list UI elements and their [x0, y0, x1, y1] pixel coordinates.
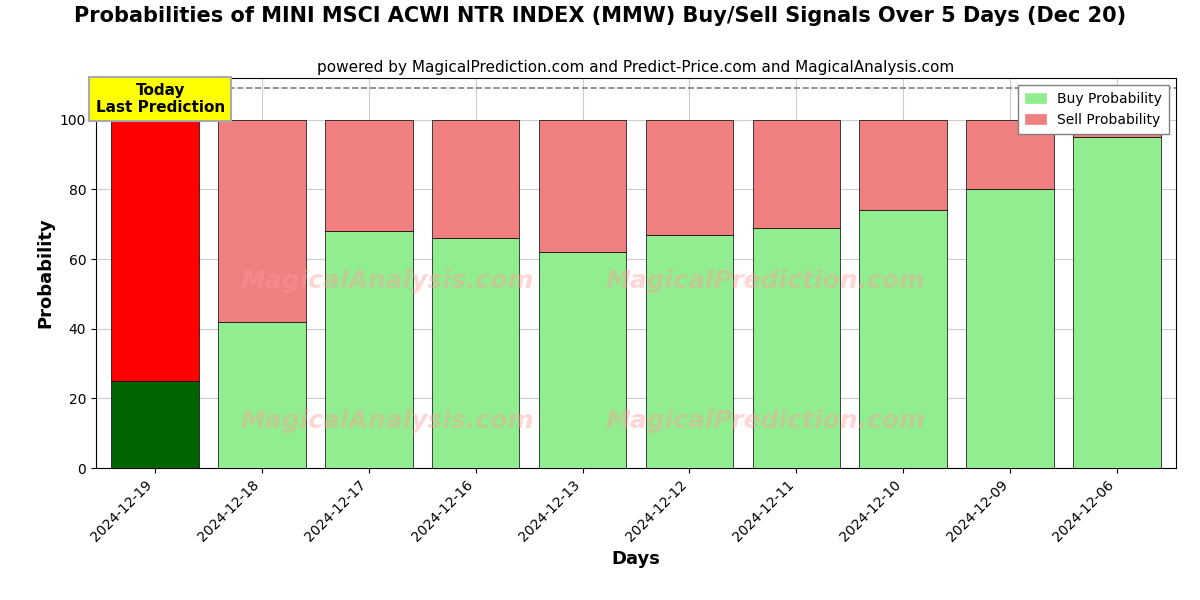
- Bar: [218, 120, 306, 322]
- Text: Today
Last Prediction: Today Last Prediction: [96, 83, 224, 115]
- Bar: [1073, 120, 1162, 137]
- Bar: [432, 238, 520, 468]
- Text: MagicalPrediction.com: MagicalPrediction.com: [606, 269, 925, 293]
- Bar: [646, 120, 733, 235]
- Y-axis label: Probability: Probability: [36, 218, 54, 328]
- X-axis label: Days: Days: [612, 550, 660, 568]
- Text: MagicalPrediction.com: MagicalPrediction.com: [606, 409, 925, 433]
- Bar: [752, 228, 840, 468]
- Bar: [539, 252, 626, 468]
- Bar: [218, 322, 306, 468]
- Bar: [966, 190, 1054, 468]
- Bar: [646, 235, 733, 468]
- Bar: [325, 231, 413, 468]
- Bar: [752, 120, 840, 228]
- Bar: [859, 211, 947, 468]
- Bar: [110, 120, 199, 381]
- Text: MagicalAnalysis.com: MagicalAnalysis.com: [241, 409, 534, 433]
- Bar: [325, 120, 413, 231]
- Bar: [966, 120, 1054, 190]
- Bar: [859, 120, 947, 211]
- Text: Probabilities of MINI MSCI ACWI NTR INDEX (MMW) Buy/Sell Signals Over 5 Days (De: Probabilities of MINI MSCI ACWI NTR INDE…: [74, 6, 1126, 26]
- Legend: Buy Probability, Sell Probability: Buy Probability, Sell Probability: [1019, 85, 1169, 134]
- Bar: [1073, 137, 1162, 468]
- Text: MagicalAnalysis.com: MagicalAnalysis.com: [241, 269, 534, 293]
- Bar: [432, 120, 520, 238]
- Bar: [110, 381, 199, 468]
- Title: powered by MagicalPrediction.com and Predict-Price.com and MagicalAnalysis.com: powered by MagicalPrediction.com and Pre…: [317, 61, 955, 76]
- Bar: [539, 120, 626, 252]
